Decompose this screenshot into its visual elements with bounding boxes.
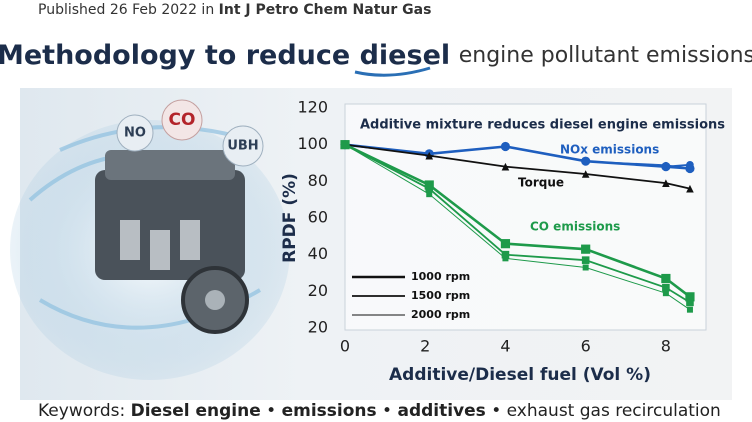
marker <box>686 298 694 307</box>
y-tick-label: 40 <box>308 244 328 263</box>
publication-line: Published 26 Feb 2022 in Int J Petro Che… <box>38 2 431 18</box>
series-label: CO emissions <box>530 220 620 234</box>
marker <box>582 158 589 165</box>
keywords-label: Keywords: <box>38 401 125 421</box>
y-tick-label: 20 <box>308 281 328 300</box>
keyword-separator: • <box>382 401 392 421</box>
piston <box>150 230 170 270</box>
piston <box>180 220 200 260</box>
keyword-separator: • <box>491 401 501 421</box>
keywords: Keywords: Diesel engine • emissions • ad… <box>38 401 721 421</box>
legend-label: 2000 rpm <box>411 308 470 321</box>
marker <box>500 239 511 249</box>
molecule <box>222 125 264 167</box>
marker <box>581 244 591 254</box>
marker <box>686 165 693 172</box>
marker <box>686 184 694 193</box>
marker <box>685 292 695 302</box>
chart-title: Additive mixture reduces diesel engine e… <box>360 118 725 133</box>
molecule-label: CO <box>169 110 196 130</box>
marker <box>502 143 509 150</box>
title: Methodology to reduce diesel engine poll… <box>0 40 752 71</box>
marker <box>662 283 670 292</box>
x-tick-label: 6 <box>581 337 591 356</box>
keyword: emissions <box>282 401 377 421</box>
title-swoosh <box>354 66 431 77</box>
marker <box>661 273 671 284</box>
y-tick-label: 20 <box>308 318 328 337</box>
y-axis-label: RPDF (%) <box>280 173 300 263</box>
series-line <box>344 144 691 311</box>
marker <box>582 264 589 271</box>
x-tick-label: 0 <box>340 337 350 356</box>
x-tick-label: 2 <box>420 337 430 356</box>
molecule-label: NO <box>124 126 146 141</box>
molecule <box>116 114 154 152</box>
legend-label: 1000 rpm <box>411 270 470 283</box>
y-tick-label: 80 <box>308 171 328 190</box>
engine-head <box>105 150 235 180</box>
marker <box>662 290 669 297</box>
piston <box>120 220 140 260</box>
series-line <box>344 144 691 169</box>
title-rest: engine pollutant emissions <box>459 43 752 68</box>
marker <box>425 151 434 160</box>
legend-label: 1500 rpm <box>411 289 470 302</box>
series-label: NOx emissions <box>560 143 659 157</box>
marker <box>501 162 510 171</box>
title-bold: Methodology to reduce diesel <box>0 40 450 71</box>
marker <box>342 141 348 148</box>
pulley-hub <box>205 290 225 310</box>
series-line <box>344 143 691 304</box>
x-axis-label: Additive/Diesel fuel (Vol %) <box>389 365 651 385</box>
molecule-label: UBH <box>227 139 258 154</box>
x-tick-label: 8 <box>661 337 671 356</box>
marker <box>662 161 669 168</box>
engine-illustration: NO CO UBH <box>10 99 290 380</box>
plot-area <box>344 103 707 331</box>
marker <box>501 250 510 259</box>
marker <box>502 255 509 262</box>
marker <box>662 179 670 187</box>
series-line <box>344 143 691 190</box>
published: Published 26 Feb 2022 in <box>38 2 214 18</box>
marker <box>425 184 434 193</box>
y-tick-label: 120 <box>297 98 328 117</box>
y-tick-label: 100 <box>297 134 328 153</box>
keyword: exhaust gas recirculation <box>507 401 721 421</box>
molecule <box>161 99 203 141</box>
x-tick-label: 4 <box>500 337 510 356</box>
y-tick-label: 60 <box>308 208 328 227</box>
marker <box>581 256 590 264</box>
marker <box>581 170 590 178</box>
keyword: additives <box>397 401 485 421</box>
journal: Int J Petro Chem Natur Gas <box>219 2 432 18</box>
marker <box>686 306 693 313</box>
marker <box>426 191 433 198</box>
keyword-separator: • <box>266 401 276 421</box>
keyword: Diesel engine <box>131 401 261 421</box>
series-label: Torque <box>518 176 564 190</box>
